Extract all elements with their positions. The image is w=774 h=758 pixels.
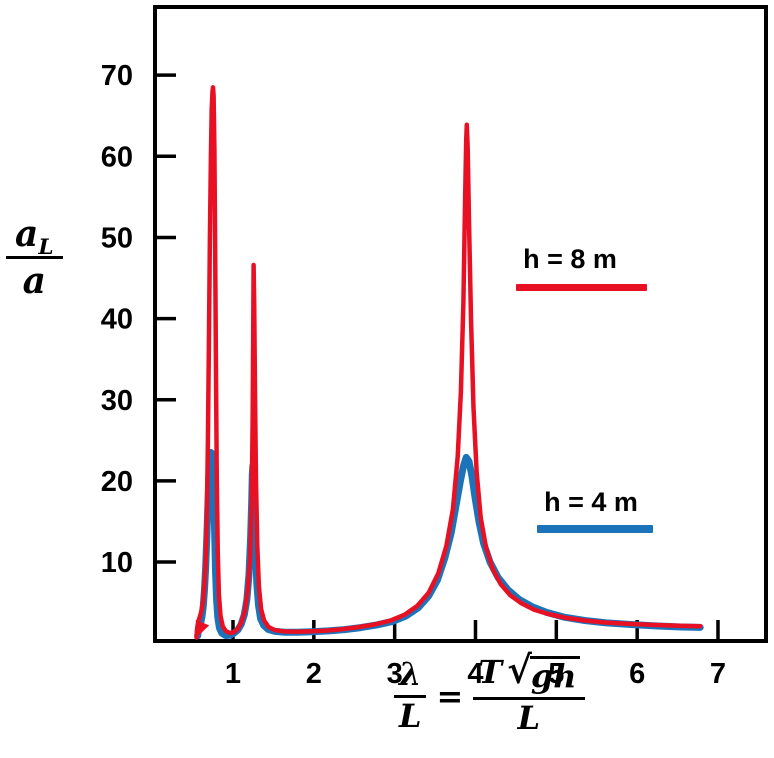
x-tick-label: 6	[629, 658, 645, 690]
x-tick-label: 2	[306, 658, 322, 690]
x-tick-label: 1	[225, 658, 241, 690]
xlabel-lambda: λ	[394, 657, 427, 698]
curve-h8m	[194, 85, 703, 640]
y-tick-label: 60	[101, 141, 133, 173]
y-axis-label: aL a	[6, 216, 63, 299]
xlabel-gh: gh	[529, 656, 580, 694]
x-tick-label: 5	[548, 658, 564, 690]
x-tick-label: 3	[387, 658, 403, 690]
x-tick-label: 7	[710, 658, 726, 690]
y-tick-label: 40	[101, 304, 133, 336]
xlabel-T-sqrt-gh-over-L: T √ gh L	[473, 651, 585, 737]
x-axis-label: λ L = T √ gh L	[394, 651, 585, 737]
xlabel-denominator-L: L	[517, 698, 541, 737]
xlabel-L: L	[398, 696, 422, 735]
x-tick-label: 4	[467, 658, 483, 690]
xlabel-equals: =	[436, 676, 464, 715]
red-curve-arrowhead	[195, 619, 210, 638]
xlabel-lambda-over-L: λ L	[394, 657, 427, 735]
legend-line-h4	[537, 525, 653, 533]
y-tick-label: 20	[101, 466, 133, 498]
radical-sign: √	[507, 648, 532, 692]
legend-label-h4: h = 4 m	[544, 487, 638, 517]
y-tick-label: 30	[101, 385, 133, 417]
y-axis-label-denominator: a	[22, 260, 46, 302]
plot-frame	[153, 5, 768, 643]
xlabel-T: T	[478, 653, 503, 691]
legend-label-h8: h = 8 m	[523, 244, 617, 274]
y-tick-label: 50	[101, 222, 133, 254]
xlabel-numerator: T √ gh	[473, 651, 585, 700]
legend-line-h8	[516, 284, 647, 291]
y-tick-label: 70	[101, 60, 133, 92]
y-axis-label-numerator: aL	[6, 216, 63, 259]
y-tick-label: 10	[101, 547, 133, 579]
